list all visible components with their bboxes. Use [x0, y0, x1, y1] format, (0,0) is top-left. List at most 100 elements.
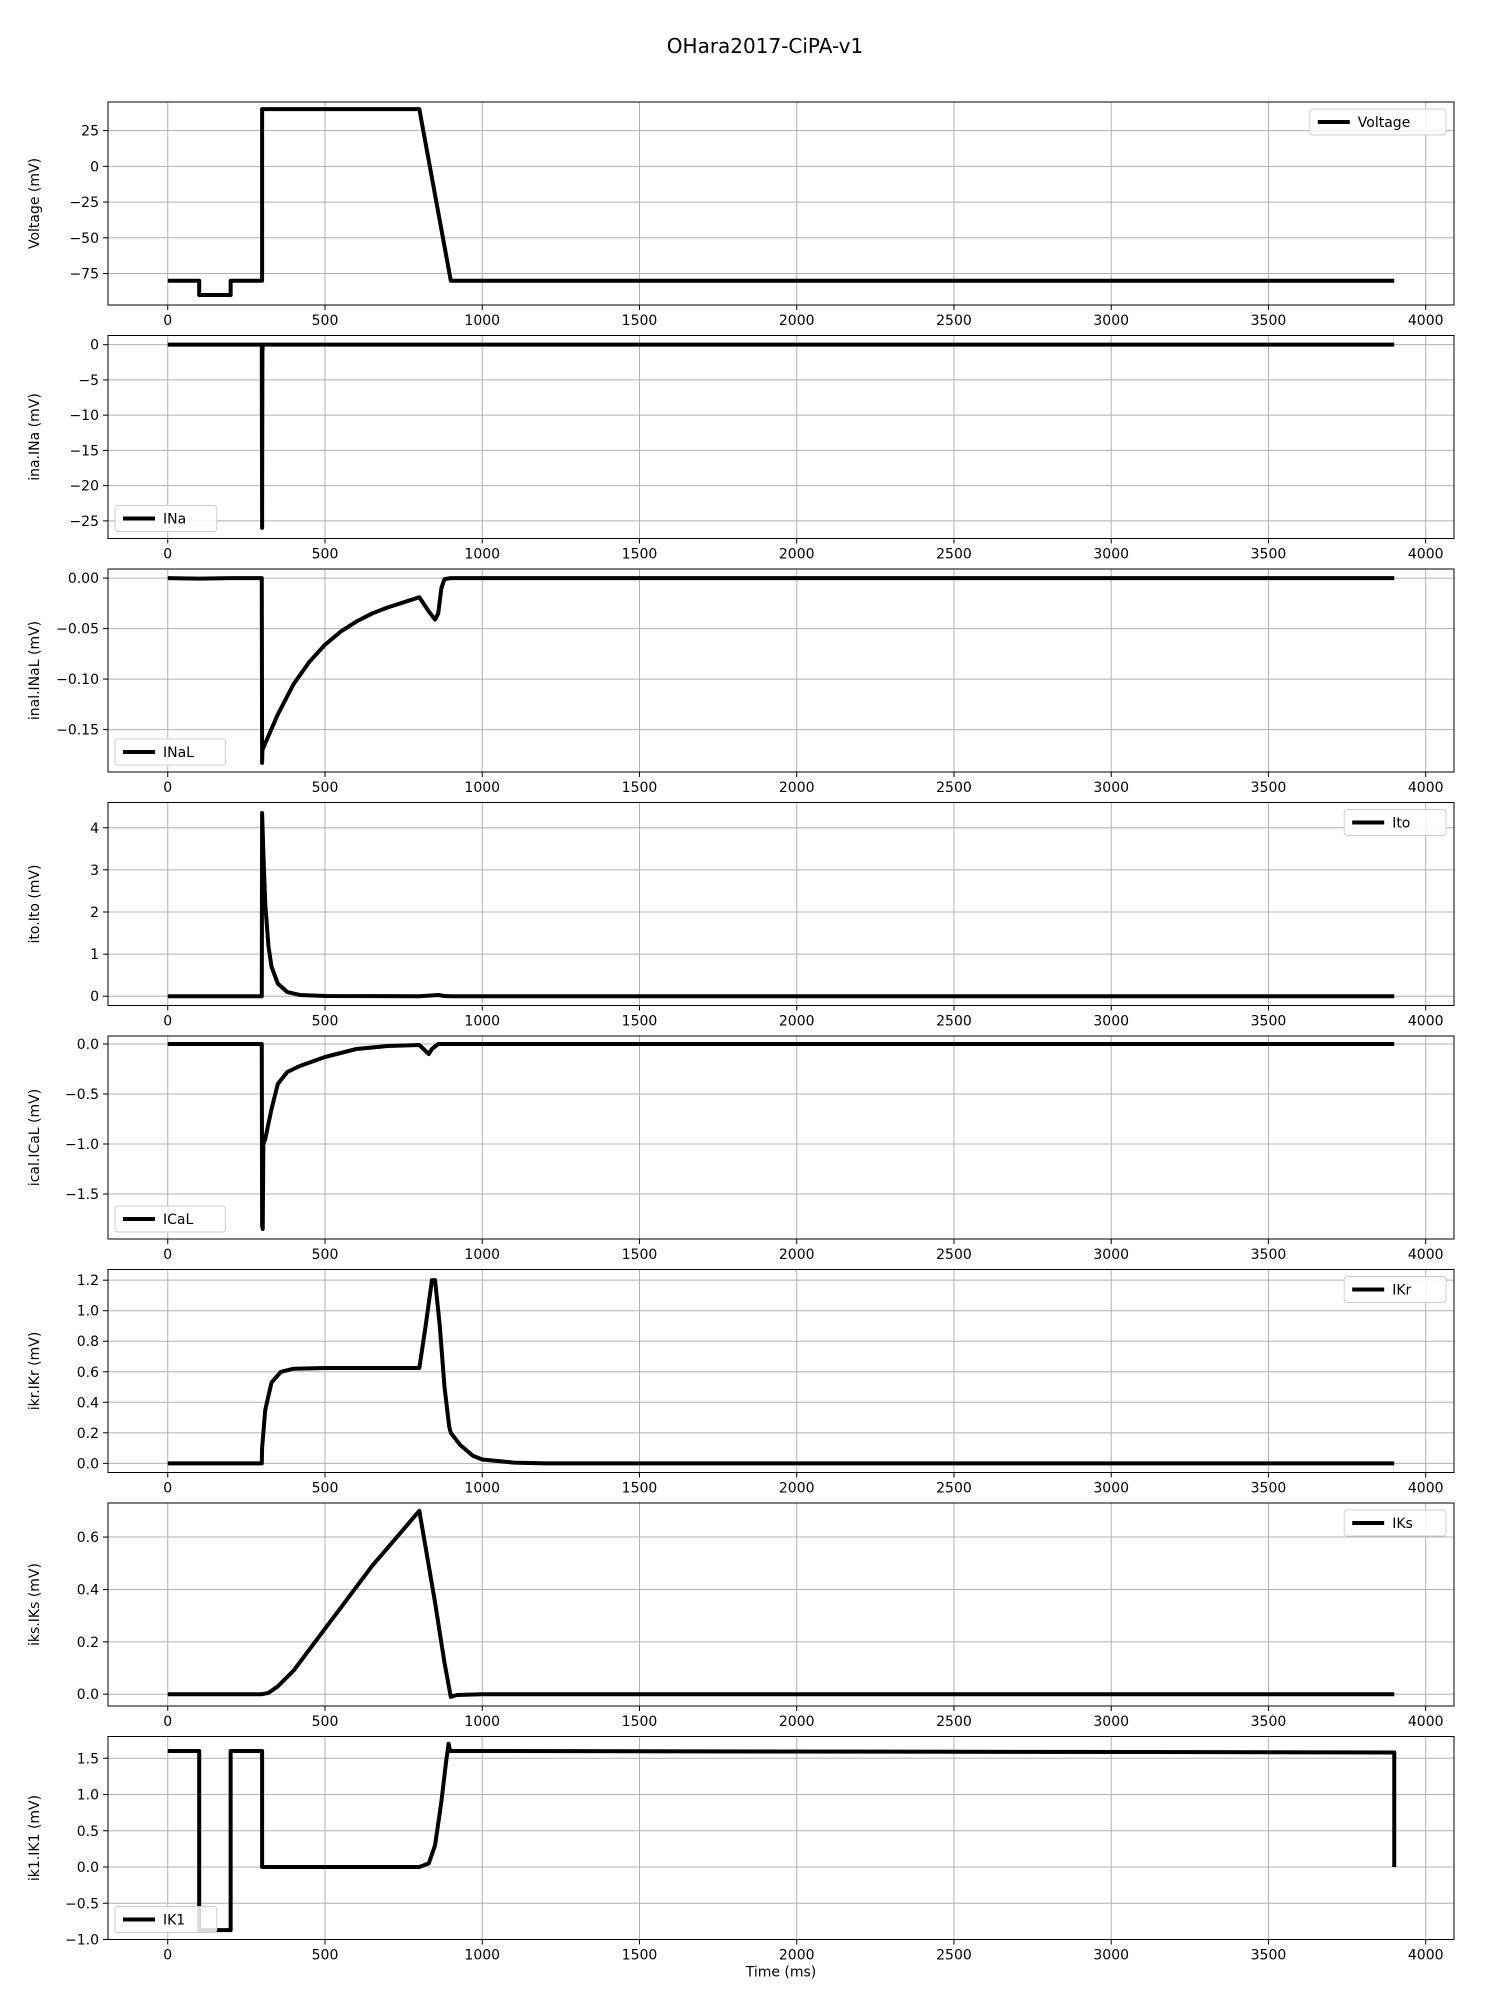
series-line: [167, 811, 1395, 999]
y-tick-label: 1: [90, 947, 99, 963]
subplot-4: 0 500 1000 1500 2000 2500 3000 3500 4000 0 1 2 3 4 ito…: [27, 802, 1455, 1030]
legend-box: [114, 505, 218, 532]
legend-label: IKr: [1392, 1283, 1411, 1299]
y-axis-label: iks.IKs (mV): [27, 1563, 43, 1646]
x-tick-label: 2000: [779, 780, 815, 796]
x-tick-label: 0: [163, 780, 172, 796]
y-tick-label: 0.00: [68, 571, 99, 587]
y-tick-label: 1.5: [77, 1751, 99, 1767]
y-tick-label: 0.2: [77, 1426, 99, 1442]
x-tick-label: 1000: [464, 1948, 500, 1964]
y-tick-label: −5: [78, 373, 99, 389]
x-tick-label: 0: [163, 1481, 172, 1497]
legend-label: ICaL: [163, 1212, 193, 1228]
y-tick-label: −1.0: [65, 1933, 99, 1949]
axes-frame: [107, 101, 1455, 306]
x-axis-label: Time (ms): [745, 1965, 817, 1981]
legend-box: [1343, 1276, 1447, 1303]
y-tick-label: 0.5: [77, 1824, 99, 1840]
legend: Voltage: [1309, 108, 1447, 136]
legend: Ito: [1343, 809, 1447, 836]
x-tick-label: 2000: [779, 1014, 815, 1030]
y-axis-label: ik1.IK1 (mV): [27, 1795, 43, 1881]
series-line: [167, 1278, 1395, 1466]
x-tick-label: 2500: [936, 1948, 972, 1964]
x-tick-label: 2000: [779, 1948, 815, 1964]
y-axis-label: ina.INa (mV): [27, 393, 43, 481]
x-tick-label: 0: [163, 313, 172, 329]
x-tick-label: 1500: [622, 1247, 658, 1263]
x-tick-label: 0: [163, 1948, 172, 1964]
legend-label: IKs: [1392, 1516, 1413, 1532]
y-tick-label: −0.5: [65, 1087, 99, 1103]
x-tick-label: 2000: [779, 547, 815, 563]
legend: IK1: [114, 1906, 218, 1933]
y-tick-label: 0.0: [77, 1687, 99, 1703]
y-axis-label: Voltage (mV): [27, 158, 43, 249]
legend-label: Ito: [1392, 816, 1410, 832]
figure-title: OHara2017-CiPA-v1: [666, 34, 864, 58]
legend-box: [114, 1906, 218, 1933]
x-tick-label: 2500: [936, 1247, 972, 1263]
x-tick-label: 1000: [464, 780, 500, 796]
x-tick-label: 0: [163, 1247, 172, 1263]
y-tick-label: −0.05: [56, 622, 99, 638]
legend: ICaL: [114, 1205, 226, 1233]
x-tick-label: 1000: [464, 547, 500, 563]
y-tick-label: 1.0: [77, 1304, 99, 1320]
x-tick-label: 2500: [936, 780, 972, 796]
x-tick-label: 500: [312, 313, 339, 329]
y-axis-label: inal.INaL (mV): [27, 621, 43, 720]
x-tick-label: 500: [312, 1481, 339, 1497]
y-tick-label: 0: [90, 159, 99, 175]
y-tick-label: −15: [69, 443, 99, 459]
x-tick-label: 0: [163, 1714, 172, 1730]
y-axis-label: ito.Ito (mV): [27, 865, 43, 944]
axes-frame: [107, 335, 1455, 539]
x-tick-label: 2000: [779, 1247, 815, 1263]
x-tick-label: 500: [312, 547, 339, 563]
y-tick-label: −0.10: [56, 672, 99, 688]
x-tick-label: 500: [312, 1948, 339, 1964]
y-tick-label: 0.0: [77, 1456, 99, 1472]
y-tick-label: 0.8: [77, 1334, 99, 1350]
y-tick-label: 25: [81, 124, 99, 140]
y-tick-label: 0.0: [77, 1037, 99, 1053]
y-tick-label: −0.15: [56, 723, 99, 739]
subplot-6: 0 500 1000 1500 2000 2500 3000 3500 4000 0.0 0.2 0.…: [27, 1269, 1455, 1497]
x-tick-label: 3500: [1251, 780, 1287, 796]
x-tick-label: 1000: [464, 1481, 500, 1497]
series-line: [167, 1508, 1395, 1699]
legend-box: [114, 738, 226, 766]
x-tick-label: 2500: [936, 547, 972, 563]
legend-label: Voltage: [1358, 115, 1411, 131]
x-tick-label: 1000: [464, 1714, 500, 1730]
x-tick-label: 1000: [464, 313, 500, 329]
y-tick-label: −50: [69, 231, 99, 247]
legend-label: IK1: [163, 1913, 185, 1929]
series-line: [167, 342, 1395, 530]
x-tick-label: 4000: [1408, 1948, 1444, 1964]
subplot-8: 0 500 1000 1500 2000 2500 3000 3500 4000 −1.0 −0.5…: [27, 1736, 1455, 1964]
x-tick-label: 3000: [1093, 1481, 1129, 1497]
subplot-3: 0 500 1000 1500 2000 2500 3000 3500 4000 −0.15 −0.…: [27, 568, 1455, 796]
x-tick-label: 2000: [779, 1481, 815, 1497]
x-tick-label: 1500: [622, 780, 658, 796]
x-tick-label: 3500: [1251, 1014, 1287, 1030]
series-line: [167, 576, 1395, 765]
axes-frame: [107, 802, 1455, 1006]
y-tick-label: 1.0: [77, 1788, 99, 1804]
x-tick-label: 2500: [936, 1714, 972, 1730]
x-tick-label: 4000: [1408, 547, 1444, 563]
x-tick-label: 3000: [1093, 547, 1129, 563]
x-tick-label: 2000: [779, 313, 815, 329]
x-tick-label: 1000: [464, 1014, 500, 1030]
y-tick-label: −75: [69, 267, 99, 283]
axes-frame: [107, 1736, 1455, 1940]
y-axis-label: ikr.IKr (mV): [27, 1332, 43, 1411]
legend-box: [114, 1205, 226, 1233]
x-tick-label: 500: [312, 1714, 339, 1730]
x-tick-label: 4000: [1408, 1247, 1444, 1263]
legend-box: [1343, 809, 1447, 836]
y-tick-label: 0.6: [77, 1530, 99, 1546]
